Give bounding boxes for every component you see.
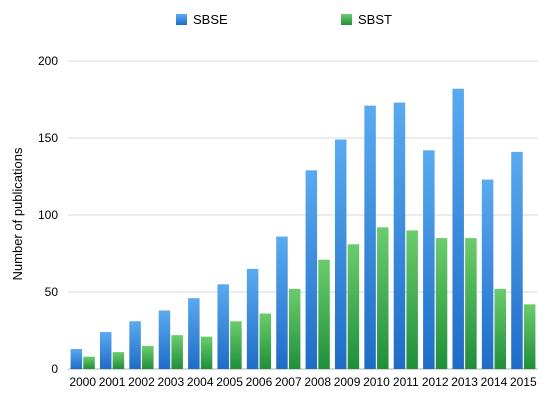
bar-sbst-2006 bbox=[259, 313, 272, 369]
bar-sbst-2008 bbox=[318, 259, 330, 369]
bar-sbst-2003 bbox=[171, 335, 183, 369]
y-tick-label: 0 bbox=[51, 362, 58, 376]
y-tick-label: 150 bbox=[38, 131, 58, 145]
bar-sbse-2013 bbox=[452, 88, 464, 369]
bar-sbst-2013 bbox=[465, 238, 477, 369]
bar-sbse-2001 bbox=[99, 332, 112, 369]
x-axis-ticks: 2000 2001 2002 2003 2004 2005 2006 2007 2008 2009… bbox=[69, 375, 537, 389]
x-tick-label: 2013 bbox=[451, 375, 478, 389]
bar-sbse-2009 bbox=[334, 139, 347, 369]
x-tick-label: 2003 bbox=[157, 375, 184, 389]
bar-sbse-2011 bbox=[393, 102, 406, 369]
x-tick-label: 2001 bbox=[99, 375, 126, 389]
bar-sbse-2008 bbox=[305, 170, 318, 369]
bar-sbst-2005 bbox=[230, 321, 242, 369]
x-tick-label: 2007 bbox=[275, 375, 302, 389]
bar-sbse-2012 bbox=[423, 150, 435, 369]
bar-sbst-2004 bbox=[200, 336, 213, 369]
x-tick-label: 2002 bbox=[128, 375, 155, 389]
bar-sbst-2002 bbox=[142, 345, 154, 369]
bar-sbse-2000 bbox=[70, 348, 83, 369]
y-axis-label: Number of publications bbox=[10, 147, 25, 280]
x-tick-label: 2015 bbox=[510, 375, 537, 389]
legend-label-sbse: SBSE bbox=[193, 12, 228, 27]
bar-sbst-2015 bbox=[523, 304, 536, 369]
x-tick-label: 2010 bbox=[363, 375, 390, 389]
bar-sbst-2001 bbox=[112, 352, 125, 369]
x-tick-label: 2006 bbox=[246, 375, 273, 389]
x-tick-label: 2004 bbox=[187, 375, 214, 389]
bar-sbst-2007 bbox=[288, 288, 301, 369]
bar-sbst-2009 bbox=[347, 244, 360, 369]
y-tick-label: 50 bbox=[45, 285, 59, 299]
y-tick-label: 200 bbox=[38, 54, 58, 68]
bar-sbse-2004 bbox=[188, 298, 200, 369]
x-tick-label: 2009 bbox=[334, 375, 361, 389]
legend-label-sbst: SBST bbox=[358, 12, 392, 27]
bar-sbse-2007 bbox=[276, 236, 288, 369]
bar-sbse-2010 bbox=[364, 105, 376, 369]
bar-sbse-2015 bbox=[511, 151, 523, 369]
bar-sbse-2002 bbox=[129, 321, 141, 369]
y-axis-ticks: 0 50 100 150 200 bbox=[38, 54, 58, 376]
legend-swatch-sbse bbox=[176, 14, 187, 25]
bar-sbst-2010 bbox=[377, 227, 389, 369]
bar-sbse-2014 bbox=[481, 179, 494, 369]
x-tick-label: 2011 bbox=[393, 375, 419, 389]
bar-sbse-2003 bbox=[158, 310, 171, 369]
x-tick-label: 2012 bbox=[422, 375, 449, 389]
bars bbox=[70, 88, 536, 369]
x-tick-label: 2005 bbox=[216, 375, 243, 389]
bar-sbst-2012 bbox=[435, 238, 448, 369]
bar-sbse-2005 bbox=[217, 284, 229, 369]
x-tick-label: 2000 bbox=[69, 375, 96, 389]
legend: SBSE SBST bbox=[176, 12, 392, 27]
y-tick-label: 100 bbox=[38, 208, 58, 222]
bar-sbst-2014 bbox=[494, 288, 507, 369]
legend-swatch-sbst bbox=[341, 14, 352, 25]
bar-sbst-2000 bbox=[83, 356, 95, 369]
bar-sbst-2011 bbox=[406, 230, 418, 369]
bar-sbse-2006 bbox=[246, 268, 259, 369]
x-tick-label: 2008 bbox=[304, 375, 331, 389]
x-tick-label: 2014 bbox=[481, 375, 508, 389]
